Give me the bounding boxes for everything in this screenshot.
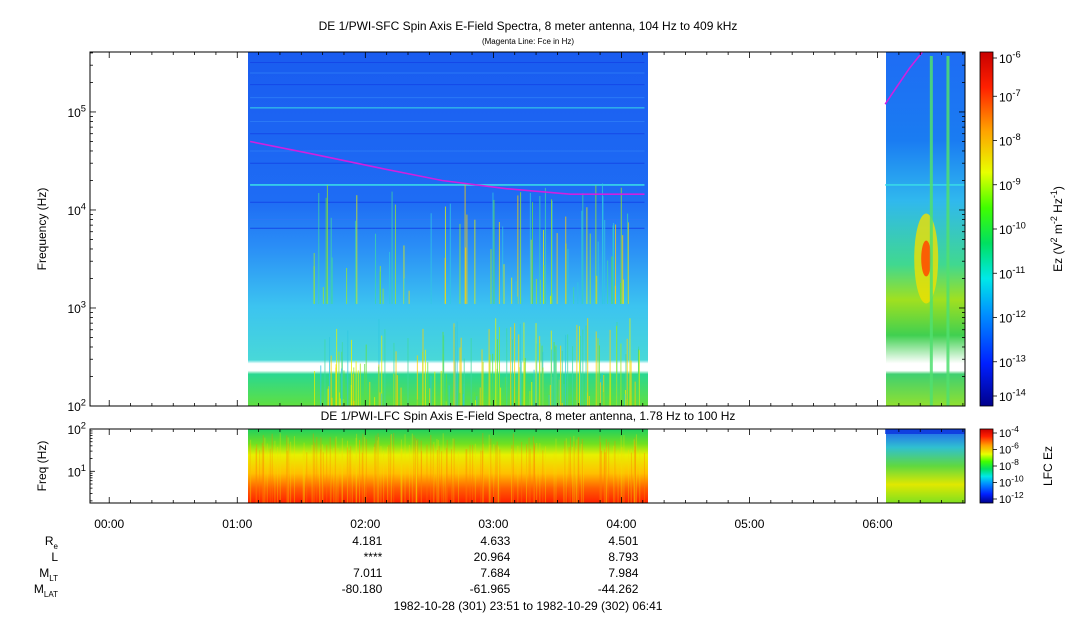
ephemeris-value: 4.633 <box>480 534 510 548</box>
tick-label: 10-8 <box>999 132 1021 148</box>
ephemeris-value: **** <box>364 550 383 564</box>
time-tick-label: 06:00 <box>863 517 893 531</box>
tick-label: 102 <box>67 421 86 437</box>
tick-label: 101 <box>67 463 86 479</box>
sfc-spectrogram: 102 103 104 105 <box>67 51 966 414</box>
tick-label: 10-9 <box>999 176 1021 192</box>
lfc-texture <box>249 429 965 503</box>
tick-label: 10-10 <box>999 474 1024 490</box>
tick-label: 102 <box>67 398 86 414</box>
time-range-label: 1982-10-28 (301) 23:51 to 1982-10-29 (30… <box>394 599 663 613</box>
ephemeris-value: -61.965 <box>470 582 511 596</box>
tick-label: 10-7 <box>999 88 1021 104</box>
tick-label: 10-11 <box>999 265 1025 281</box>
lfc-colorbar-scale <box>979 428 994 504</box>
tick-label: 10-14 <box>999 388 1026 404</box>
lfc-title: DE 1/PWI-LFC Spin Axis E-Field Spectra, … <box>321 409 736 423</box>
time-tick-label: 01:00 <box>222 517 252 531</box>
lfc-frame <box>89 428 966 504</box>
lfc-top-band <box>885 429 965 434</box>
sfc-colorbar: 10-6 10-7 10-8 10-9 10-10 10-11 10-12 10-13 10-1… <box>979 50 1026 407</box>
tick-label: 10-12 <box>999 490 1024 506</box>
tick-label: 105 <box>67 104 86 120</box>
sfc-colorbar-scale <box>979 51 994 407</box>
time-tick-label: 05:00 <box>734 517 764 531</box>
fce-line-segment <box>884 51 924 105</box>
tick-label: 10-4 <box>999 424 1019 440</box>
tick-label: 10-12 <box>999 309 1026 325</box>
sfc-ylabel: Frequency (Hz) <box>35 188 49 271</box>
tick-label: 104 <box>67 202 86 218</box>
time-tick-label: 00:00 <box>94 517 124 531</box>
lfc-axes: 101 102 <box>67 421 95 502</box>
ephemeris-value: 7.011 <box>353 566 382 580</box>
time-tick-label: 03:00 <box>478 517 508 531</box>
ephemeris-value: -44.262 <box>598 582 639 596</box>
tick-label: 103 <box>67 300 86 316</box>
ephemeris-row-label: L <box>51 550 58 564</box>
sfc-frame <box>89 51 966 407</box>
sfc-subtitle: (Magenta Line: Fce in Hz) <box>482 37 574 46</box>
lfc-colorbar-label: LFC Ez <box>1041 446 1055 486</box>
ephemeris-value: 4.501 <box>608 534 638 548</box>
time-tick-label: 04:00 <box>606 517 636 531</box>
lfc-data-block-1 <box>248 429 648 503</box>
time-axis: 00:00 01:00 02:00 03:00 04:00 05:00 06:00 <box>94 52 964 531</box>
ephemeris-value: 7.984 <box>608 566 638 580</box>
tick-label: 10-6 <box>999 50 1021 66</box>
lfc-ylabel: Freq (Hz) <box>35 441 49 492</box>
tick-label: 10-13 <box>999 353 1026 369</box>
ephemeris-row-label: Re <box>45 534 59 551</box>
ephemeris-value: 7.684 <box>480 566 510 580</box>
ephemeris-value: 20.964 <box>474 550 511 564</box>
fce-line-segment <box>249 140 645 195</box>
sfc-colorbar-label: Ez (V2 m-2 Hz-1) <box>1049 186 1065 272</box>
ephemeris-value: 4.181 <box>352 534 382 548</box>
ephemeris-row-label: MLAT <box>34 582 58 599</box>
sfc-colorbar-ticks: 10-6 10-7 10-8 10-9 10-10 10-11 10-12 10-13 10-1… <box>993 50 1026 404</box>
ephemeris-value: 8.793 <box>608 550 638 564</box>
sfc-axes: 102 103 104 105 <box>67 52 965 414</box>
sfc-title: DE 1/PWI-SFC Spin Axis E-Field Spectra, … <box>319 19 738 33</box>
tick-label: 10-10 <box>999 221 1026 237</box>
ephemeris-row-label: MLT <box>39 566 58 583</box>
tick-label: 10-6 <box>999 441 1019 457</box>
tick-label: 10-8 <box>999 457 1019 473</box>
lfc-spectrogram: 101 102 <box>67 421 966 504</box>
time-tick-label: 02:00 <box>350 517 380 531</box>
lfc-data-block-2 <box>886 429 965 503</box>
sfc-burst-core <box>921 240 932 277</box>
ephemeris-value: -80.180 <box>342 582 383 596</box>
sfc-texture <box>250 56 965 406</box>
